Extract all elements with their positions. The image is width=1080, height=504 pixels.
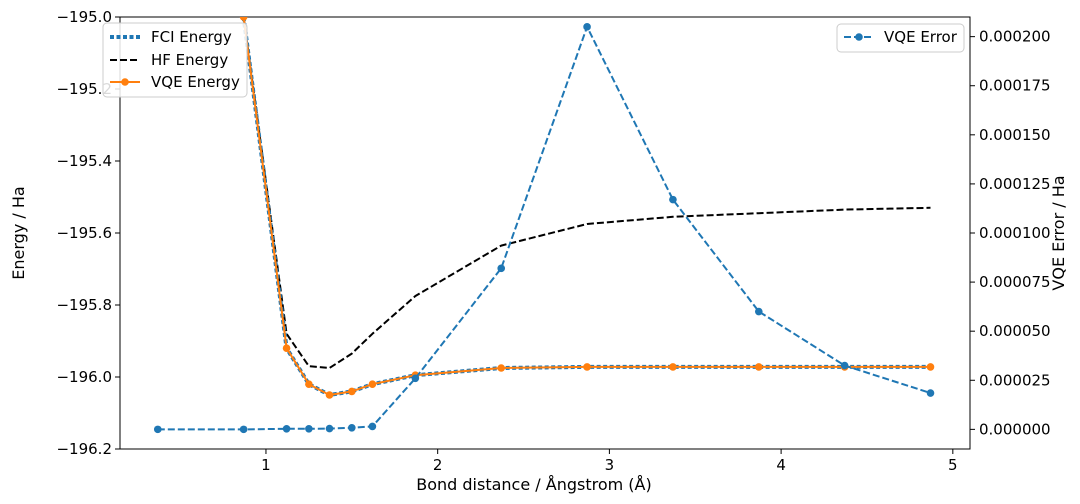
vqe-error-point-5 bbox=[348, 423, 356, 432]
vqe-energy-point-9 bbox=[669, 363, 677, 371]
vqe-energy-point-0 bbox=[239, 17, 248, 21]
y2-axis-label: VQE Error / Ha bbox=[1049, 175, 1068, 290]
vqe-error-point-7 bbox=[411, 374, 420, 383]
y-tick-label-0: −195.0 bbox=[56, 8, 112, 26]
vqe-error-point-6 bbox=[368, 422, 377, 431]
vqe-energy-point-2 bbox=[305, 380, 313, 389]
x-axis-ticks: 1 2 3 4 5 bbox=[261, 449, 958, 474]
y2-tick-label-6: 0.000050 bbox=[979, 322, 1051, 340]
vqe-error-point-8 bbox=[497, 264, 506, 273]
y-tick-label-1: −195.2 bbox=[56, 80, 112, 98]
series-fci-energy bbox=[241, 17, 931, 397]
legend-right: VQE Error bbox=[836, 23, 965, 53]
legend-vqe-marker bbox=[121, 78, 129, 86]
legend-error-label: VQE Error bbox=[884, 28, 958, 46]
vqe-energy-point-4 bbox=[348, 387, 356, 396]
x-axis-label: Bond distance / Ångstrom (Å) bbox=[416, 475, 651, 494]
legend-fci-label: FCI Energy bbox=[151, 28, 232, 46]
hf-energy-line bbox=[242, 17, 931, 369]
vqe-energy-point-1 bbox=[282, 344, 291, 353]
y2-tick-label-2: 0.000150 bbox=[979, 126, 1051, 144]
vqe-error-point-2 bbox=[282, 424, 291, 433]
series-vqe-error bbox=[153, 23, 935, 434]
fci-energy-line bbox=[241, 17, 931, 397]
vqe-energy-point-3 bbox=[325, 391, 334, 399]
y-axis-label: Energy / Ha bbox=[9, 186, 28, 279]
vqe-error-point-13 bbox=[926, 389, 935, 397]
legend-right-box bbox=[836, 23, 965, 53]
x-tick-label-1: 2 bbox=[433, 456, 443, 474]
left-axis-ticks: −195.0 −195.2 −195.4 −195.6 −195.8 −196.0 −196… bbox=[56, 8, 120, 458]
y-tick-label-2: −195.4 bbox=[56, 152, 112, 170]
series-layer bbox=[153, 17, 935, 434]
series-vqe-energy bbox=[239, 17, 935, 399]
legend-error-marker bbox=[855, 33, 863, 41]
vqe-error-point-12 bbox=[840, 361, 849, 370]
y2-tick-label-7: 0.000025 bbox=[979, 371, 1051, 389]
vqe-energy-line bbox=[242, 17, 931, 396]
vqe-energy-point-5 bbox=[368, 380, 377, 389]
vqe-energy-point-10 bbox=[754, 363, 763, 371]
legend-left: FCI Energy HF Energy VQE Energy bbox=[102, 22, 248, 98]
right-axis-ticks: 0.000200 0.000175 0.000150 0.000125 0.000100… bbox=[970, 28, 1051, 438]
vqe-error-point-1 bbox=[239, 425, 248, 434]
legend-left-box bbox=[102, 22, 248, 98]
y-tick-label-3: −195.6 bbox=[56, 224, 112, 242]
series-hf-energy bbox=[242, 17, 931, 369]
x-tick-label-0: 1 bbox=[261, 456, 271, 474]
y2-tick-label-8: 0.000000 bbox=[979, 420, 1051, 438]
vqe-energy-point-7 bbox=[497, 364, 506, 372]
vqe-error-line bbox=[157, 25, 931, 431]
y-tick-label-6: −196.2 bbox=[56, 440, 112, 458]
vqe-error-point-4 bbox=[325, 424, 334, 433]
y-tick-label-5: −196.0 bbox=[56, 368, 112, 386]
vqe-energy-point-12 bbox=[926, 363, 935, 371]
vqe-error-point-0 bbox=[153, 425, 162, 434]
vqe-error-point-3 bbox=[305, 424, 313, 433]
legend-hf-label: HF Energy bbox=[151, 51, 228, 69]
y2-tick-label-3: 0.000125 bbox=[979, 175, 1051, 193]
y-tick-label-4: −195.8 bbox=[56, 296, 112, 314]
y2-tick-label-0: 0.000200 bbox=[979, 28, 1051, 46]
y2-tick-label-4: 0.000100 bbox=[979, 224, 1051, 242]
y2-tick-label-5: 0.000075 bbox=[979, 273, 1051, 291]
y2-tick-label-1: 0.000175 bbox=[979, 77, 1051, 95]
vqe-error-point-9 bbox=[583, 23, 591, 31]
legend-vqe-label: VQE Energy bbox=[151, 73, 240, 91]
vqe-error-point-10 bbox=[669, 195, 677, 204]
x-tick-label-4: 5 bbox=[948, 456, 958, 474]
x-tick-label-2: 3 bbox=[605, 456, 615, 474]
vqe-energy-point-8 bbox=[583, 363, 591, 371]
vqe-error-point-11 bbox=[754, 307, 763, 316]
x-tick-label-3: 4 bbox=[776, 456, 786, 474]
